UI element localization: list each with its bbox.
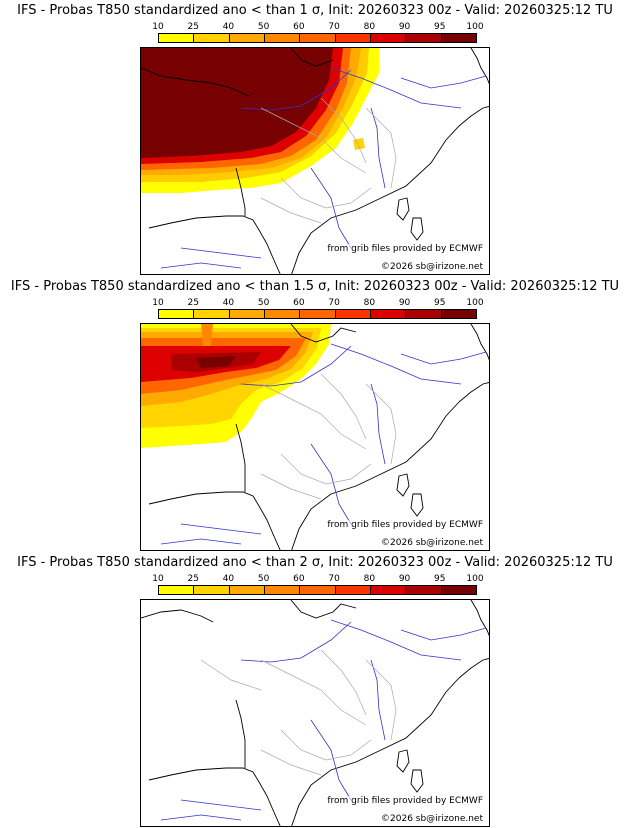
forecast-panel-1-5sigma: IFS - Probas T850 standardized ano < tha… bbox=[0, 276, 630, 552]
colorbar-tick-label: 40 bbox=[222, 298, 235, 308]
probability-shading bbox=[141, 324, 331, 448]
probability-map: from grib files provided by ECMWF ©2026 … bbox=[140, 323, 490, 551]
probability-shading bbox=[141, 48, 379, 193]
colorbar-bin bbox=[194, 310, 230, 318]
colorbar-tick-label: 10 bbox=[152, 22, 164, 32]
forecast-panel-2sigma: IFS - Probas T850 standardized ano < tha… bbox=[0, 552, 630, 828]
colorbar-bin bbox=[159, 310, 195, 318]
borders bbox=[260, 97, 397, 224]
colorbar-tick-label: 25 bbox=[187, 298, 199, 308]
probability-colorbar bbox=[158, 33, 477, 43]
probability-colorbar bbox=[158, 309, 477, 319]
probability-map: from grib files provided by ECMWF ©2026 … bbox=[140, 599, 490, 827]
colorbar-tick-label: 70 bbox=[328, 22, 340, 32]
colorbar-bin bbox=[264, 34, 301, 42]
colorbar-tick-label: 80 bbox=[363, 298, 376, 308]
colorbar-bin bbox=[406, 310, 442, 318]
panel-title: IFS - Probas T850 standardized ano < tha… bbox=[17, 555, 613, 570]
colorbar-bin bbox=[300, 34, 336, 42]
colorbar-bin bbox=[370, 34, 407, 42]
probability-colorbar bbox=[158, 585, 477, 595]
colorbar-bin bbox=[229, 310, 265, 318]
panel-title: IFS - Probas T850 standardized ano < tha… bbox=[17, 3, 613, 18]
colorbar-tick-label: 90 bbox=[398, 298, 411, 308]
coastlines bbox=[141, 48, 489, 274]
copyright-credit: ©2026 sb@irizone.net bbox=[381, 814, 483, 824]
colorbar-bin bbox=[159, 586, 195, 594]
data-source-credit: from grib files provided by ECMWF bbox=[327, 796, 483, 806]
colorbar-tick-label: 60 bbox=[293, 574, 305, 584]
coastlines bbox=[148, 324, 489, 550]
colorbar-tick-label: 40 bbox=[222, 574, 235, 584]
colorbar-tick-labels: 10 25 40 50 60 70 80 90 95 100 bbox=[152, 298, 483, 308]
borders bbox=[200, 649, 397, 776]
colorbar-tick-label: 95 bbox=[434, 574, 446, 584]
colorbar-bin bbox=[370, 310, 407, 318]
colorbar-tick-label: 100 bbox=[466, 22, 484, 32]
colorbar-tick-label: 50 bbox=[257, 298, 270, 308]
colorbar-tick-label: 80 bbox=[363, 22, 376, 32]
colorbar-bin bbox=[406, 586, 442, 594]
colorbar-bin bbox=[441, 586, 476, 594]
colorbar-tick-label: 25 bbox=[187, 22, 199, 32]
colorbar-bin bbox=[159, 34, 195, 42]
colorbar-tick-label: 60 bbox=[293, 298, 305, 308]
colorbar-tick-label: 70 bbox=[328, 574, 340, 584]
colorbar-bin bbox=[441, 34, 476, 42]
colorbar-tick-label: 100 bbox=[466, 298, 484, 308]
colorbar-bin bbox=[335, 310, 371, 318]
colorbar-tick-label: 50 bbox=[257, 22, 270, 32]
coastlines bbox=[141, 600, 489, 826]
colorbar-tick-label: 50 bbox=[257, 574, 270, 584]
colorbar-tick-label: 10 bbox=[152, 574, 164, 584]
probability-map: from grib files provided by ECMWF ©2026 … bbox=[140, 47, 490, 275]
colorbar-bin bbox=[194, 34, 230, 42]
colorbar-tick-labels: 10 25 40 50 60 70 80 90 95 100 bbox=[152, 22, 483, 32]
colorbar-tick-label: 95 bbox=[434, 22, 446, 32]
colorbar-tick-label: 70 bbox=[328, 298, 340, 308]
colorbar-bin bbox=[335, 34, 371, 42]
map-canvas bbox=[141, 324, 489, 550]
colorbar-bin bbox=[194, 586, 230, 594]
colorbar-tick-labels: 10 25 40 50 60 70 80 90 95 100 bbox=[152, 574, 483, 584]
panel-title: IFS - Probas T850 standardized ano < tha… bbox=[10, 279, 620, 294]
colorbar-bin bbox=[229, 586, 265, 594]
colorbar-tick-label: 100 bbox=[466, 574, 484, 584]
map-canvas bbox=[141, 600, 489, 826]
colorbar-tick-label: 80 bbox=[363, 574, 376, 584]
colorbar-tick-label: 40 bbox=[222, 22, 235, 32]
colorbar-tick-label: 95 bbox=[434, 298, 446, 308]
colorbar-tick-label: 90 bbox=[398, 22, 411, 32]
colorbar-bin bbox=[300, 586, 336, 594]
copyright-credit: ©2026 sb@irizone.net bbox=[381, 538, 483, 548]
rivers bbox=[160, 619, 487, 821]
colorbar-tick-label: 60 bbox=[293, 22, 305, 32]
borders bbox=[260, 373, 397, 500]
colorbar-bin bbox=[406, 34, 442, 42]
colorbar-bin bbox=[264, 310, 301, 318]
data-source-credit: from grib files provided by ECMWF bbox=[327, 520, 483, 530]
copyright-credit: ©2026 sb@irizone.net bbox=[381, 262, 483, 272]
colorbar-tick-label: 25 bbox=[187, 574, 199, 584]
colorbar-tick-label: 90 bbox=[398, 574, 411, 584]
colorbar-bin bbox=[264, 586, 301, 594]
data-source-credit: from grib files provided by ECMWF bbox=[327, 244, 483, 254]
rivers bbox=[160, 343, 487, 545]
rivers bbox=[160, 67, 487, 269]
colorbar-tick-label: 10 bbox=[152, 298, 164, 308]
colorbar-bin bbox=[370, 586, 407, 594]
colorbar-bin bbox=[335, 586, 371, 594]
forecast-panel-1sigma: IFS - Probas T850 standardized ano < tha… bbox=[0, 0, 630, 276]
colorbar-bin bbox=[441, 310, 476, 318]
map-canvas bbox=[141, 48, 489, 274]
colorbar-bin bbox=[300, 310, 336, 318]
colorbar-bin bbox=[229, 34, 265, 42]
